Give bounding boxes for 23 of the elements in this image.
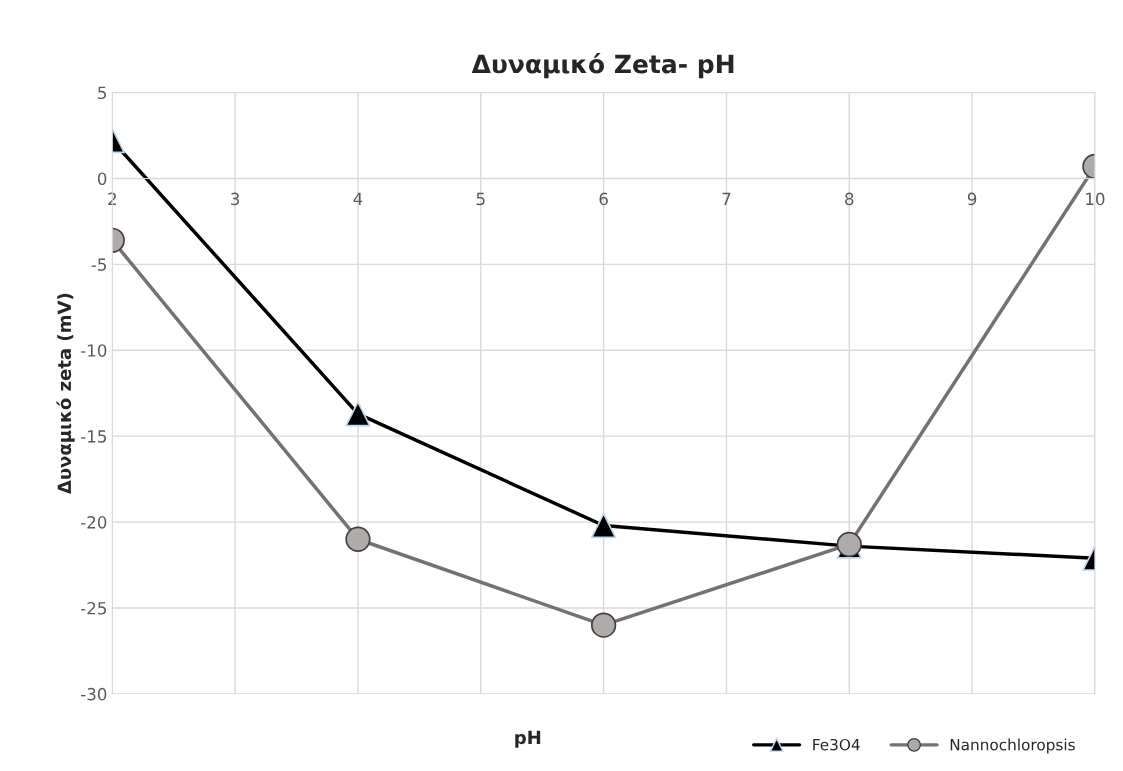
x-tick-label: 8 (845, 192, 854, 206)
point (590, 512, 617, 539)
y-tick-label: 5 (98, 86, 106, 100)
x-tick-label: 7 (722, 192, 731, 205)
y-tick-label: -20 (81, 516, 107, 529)
y-tick-label: -30 (81, 687, 107, 701)
x-tick-label: 2 (108, 192, 116, 205)
x-axis-title: pH (515, 730, 541, 748)
x-tick-label: 4 (353, 192, 363, 205)
x-tick-label: 3 (231, 192, 240, 206)
x-tick-label: 6 (599, 192, 608, 206)
y-tick-label: -25 (81, 601, 106, 615)
x-tick-label: 9 (967, 192, 977, 206)
chart-title: Δυναμικό Zeta- pH (471, 53, 734, 79)
y-tick-label: -10 (81, 344, 107, 357)
y-tick-label: 0 (97, 172, 107, 185)
legend-label: Fe3O4 (813, 738, 860, 751)
x-tick-label: 5 (476, 192, 485, 206)
y-tick-label: -5 (91, 258, 106, 271)
x-tick-label: 10 (1086, 192, 1105, 206)
y-tick-label: -15 (81, 430, 106, 443)
y-axis-title: Δυναμικό zeta (mV) (56, 293, 75, 495)
legend-label: Nannochloropsis (950, 738, 1075, 754)
